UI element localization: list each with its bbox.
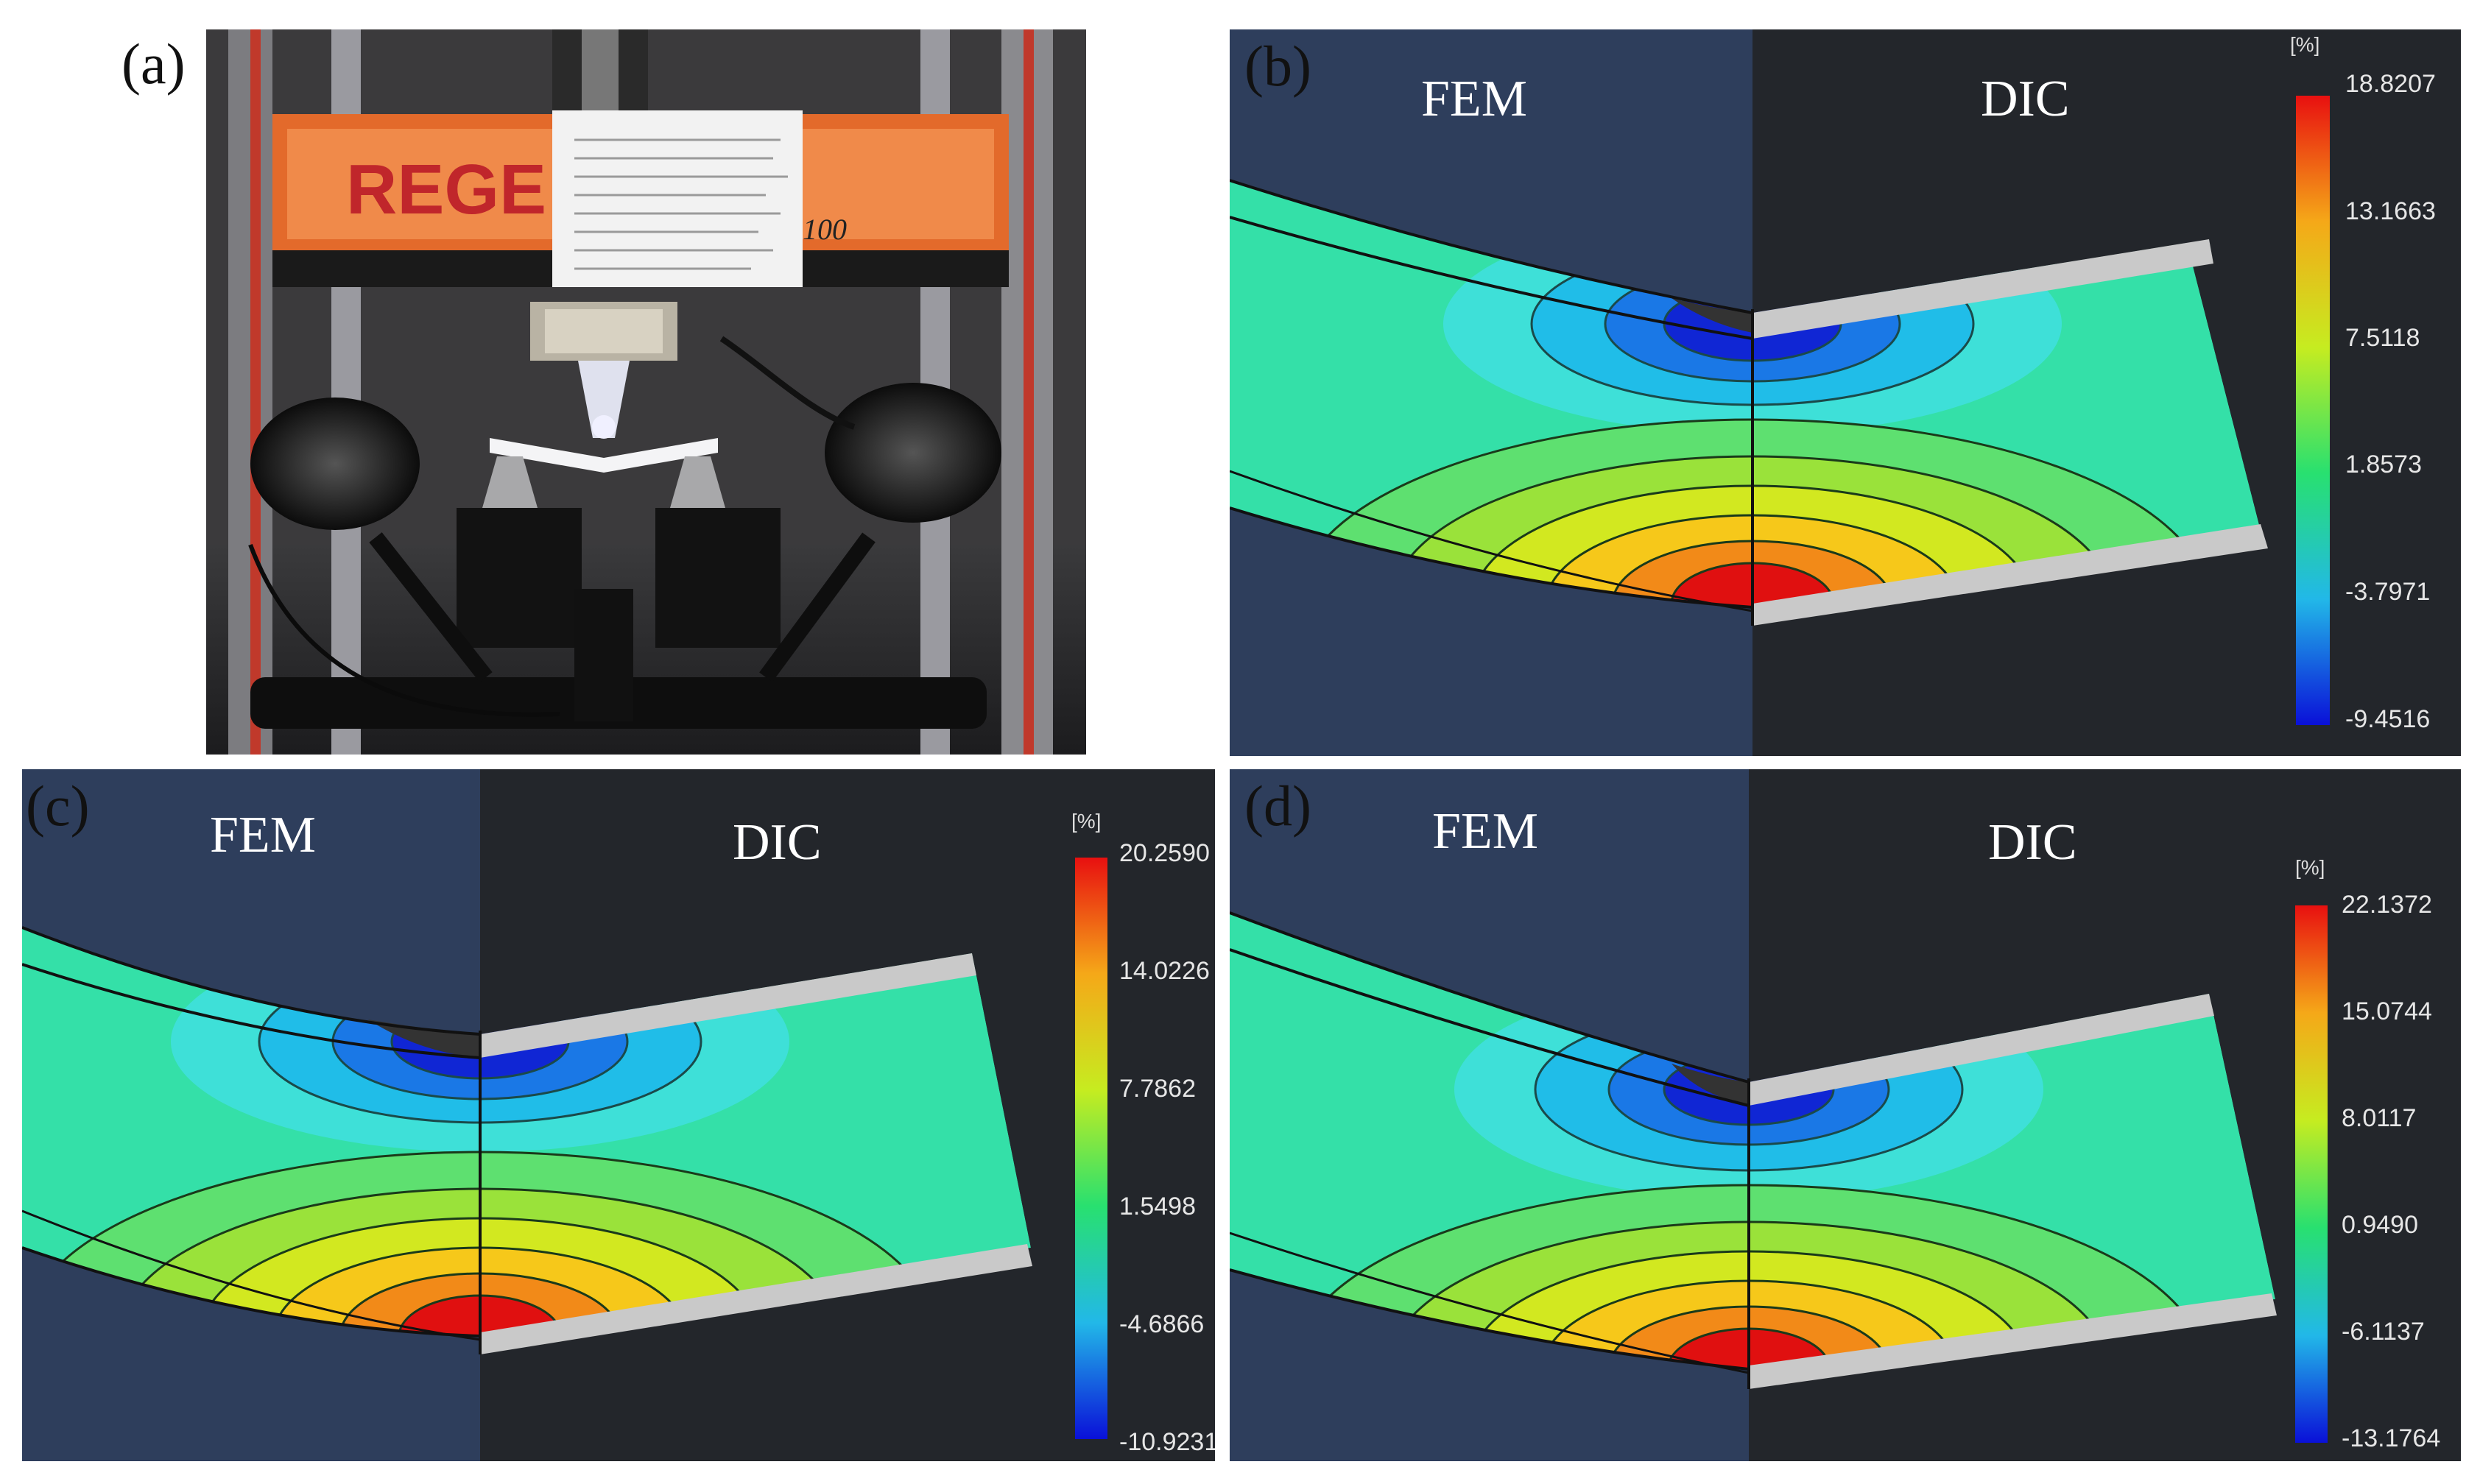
panel-d: (d) FEM DIC [%] 22.1372 15.0744 8.0117 0… — [1230, 769, 2461, 1461]
panel-d-dic-label: DIC — [1988, 814, 2077, 871]
panel-a-label: (a) — [121, 32, 186, 96]
panel-d-tick-2: 8.0117 — [2342, 1104, 2417, 1132]
panel-c-tick-4: -4.6866 — [1119, 1310, 1205, 1338]
loading-nose — [578, 361, 630, 438]
panel-d-tick-0: 22.1372 — [2342, 891, 2432, 919]
panel-c-unit: [%] — [1071, 810, 1102, 833]
panel-c-tick-5: -10.9231 — [1119, 1428, 1215, 1456]
panel-d-unit: [%] — [2295, 856, 2325, 879]
panel-d-tick-4: -6.1137 — [2342, 1318, 2425, 1346]
panel-d-fem-label: FEM — [1432, 803, 1538, 860]
test-machine-illustration: REGE 100 — [206, 29, 1086, 755]
colorbar — [1075, 858, 1107, 1439]
panel-b-label: (b) — [1244, 34, 1311, 98]
panel-c-dic-label: DIC — [733, 814, 822, 871]
panel-c-tick-1: 14.0226 — [1119, 957, 1210, 985]
panel-c: (c) FEM DIC [%] 20.2590 14.0226 7.7862 1… — [22, 769, 1215, 1461]
machine-brand: REGE — [346, 150, 546, 229]
left-camera — [457, 508, 582, 648]
panel-b-tick-4: -3.7971 — [2345, 578, 2431, 606]
panel-b-tick-3: 1.8573 — [2345, 451, 2422, 478]
colorbar — [2295, 905, 2328, 1443]
panel-c-label: (c) — [26, 774, 90, 838]
panel-d-label: (d) — [1244, 774, 1311, 838]
panel-b-unit: [%] — [2290, 33, 2320, 56]
panel-b-tick-2: 7.5118 — [2345, 324, 2420, 352]
left-lamp — [250, 398, 420, 530]
panel-d-tick-1: 15.0744 — [2342, 997, 2432, 1025]
panel-a-photo: REGE 100 — [206, 29, 1086, 755]
panel-b-tick-5: -9.4516 — [2345, 705, 2431, 733]
notice-paper — [552, 110, 803, 287]
right-lamp — [825, 383, 1001, 523]
right-camera — [655, 508, 781, 648]
panel-c-fem-label: FEM — [210, 807, 316, 863]
panel-d-tick-5: -13.1764 — [2342, 1424, 2441, 1452]
panel-c-tick-2: 7.7862 — [1119, 1075, 1196, 1103]
specimen — [490, 438, 718, 473]
panel-c-tick-3: 1.5498 — [1119, 1192, 1196, 1220]
panel-b-dic-label: DIC — [1981, 71, 2070, 127]
panel-b-tick-1: 13.1663 — [2345, 197, 2436, 225]
panel-c-tick-0: 20.2590 — [1119, 839, 1210, 867]
colorbar — [2296, 96, 2330, 725]
panel-b-fem-label: FEM — [1421, 71, 1527, 127]
machine-model: 100 — [803, 213, 847, 246]
panel-d-tick-3: 0.9490 — [2342, 1211, 2418, 1239]
panel-b-tick-0: 18.8207 — [2345, 70, 2436, 98]
panel-b: (b) FEM DIC [%] 18.8207 13.1663 7.5118 1… — [1230, 29, 2461, 756]
